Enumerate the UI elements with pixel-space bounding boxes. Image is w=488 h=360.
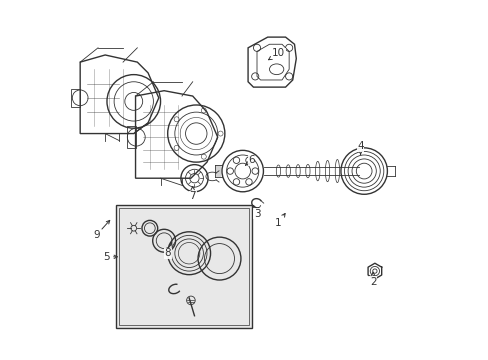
Text: 8: 8 bbox=[164, 243, 172, 258]
Text: 2: 2 bbox=[369, 272, 376, 287]
Text: 3: 3 bbox=[253, 206, 260, 219]
Text: 9: 9 bbox=[93, 220, 109, 240]
Bar bbox=[119, 208, 248, 325]
Bar bbox=[116, 205, 251, 328]
Text: 10: 10 bbox=[268, 48, 285, 60]
Text: 7: 7 bbox=[189, 186, 196, 201]
Text: 5: 5 bbox=[103, 252, 117, 262]
Text: 1: 1 bbox=[275, 213, 285, 228]
Text: 6: 6 bbox=[245, 156, 254, 165]
Text: 4: 4 bbox=[357, 141, 363, 154]
